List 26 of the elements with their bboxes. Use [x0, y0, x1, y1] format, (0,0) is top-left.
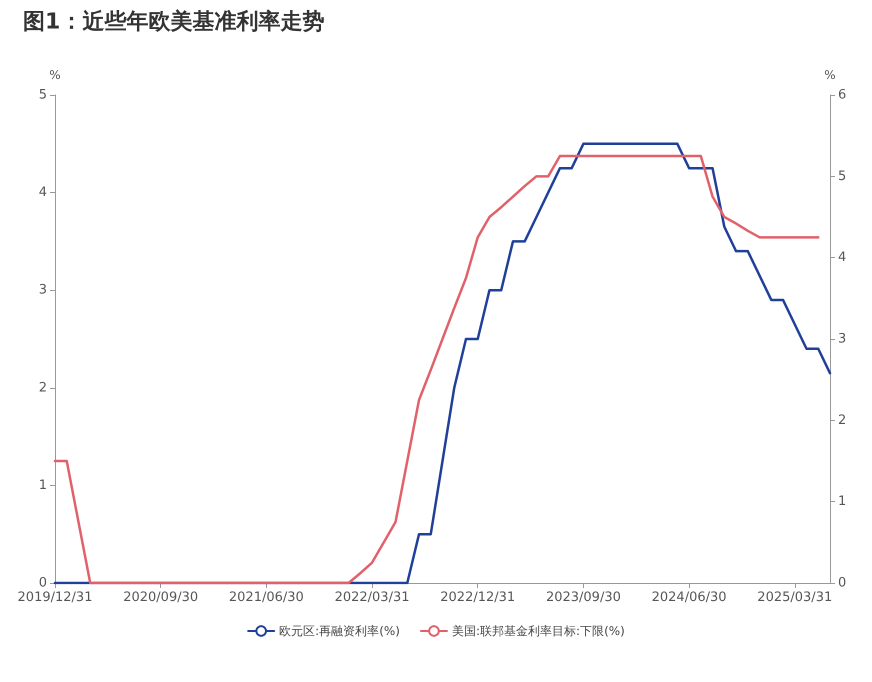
y-tick-label: 1 [38, 478, 47, 493]
x-tick-label: 2020/09/30 [123, 590, 198, 605]
y-axis-title: % [49, 68, 61, 82]
legend-label: 美国:联邦基金利率目标:下限(%) [452, 624, 625, 638]
x-tick-label: 2024/06/30 [652, 590, 727, 605]
y2-tick-label: 0 [838, 576, 846, 590]
x-tick-label: 2022/03/31 [334, 590, 410, 605]
y2-tick-label: 6 [838, 88, 846, 102]
y2-tick-label: 5 [838, 168, 846, 184]
y-tick-label: 3 [38, 282, 47, 298]
y2-tick-label: 2 [838, 412, 846, 428]
x-tick-label: 2021/06/30 [228, 590, 304, 605]
y-tick-label: 0 [38, 576, 47, 590]
legend-label: 欧元区:再融资利率(%) [279, 624, 400, 638]
chart-title: 图1：近些年欧美基准利率走势 [23, 8, 324, 34]
x-tick-label: 2019/12/31 [18, 590, 92, 605]
x-tick-label: 2025/03/31 [757, 590, 832, 605]
y2-tick-label: 3 [838, 332, 846, 346]
y2-axis-title: % [824, 68, 836, 82]
x-tick-label: 2023/09/30 [546, 590, 621, 605]
y-tick-label: 4 [38, 185, 47, 200]
y2-tick-label: 1 [838, 494, 846, 510]
y2-tick-label: 4 [838, 250, 846, 266]
x-tick-label: 2022/12/31 [440, 590, 516, 605]
y-tick-label: 2 [38, 380, 47, 396]
y-tick-label: 5 [38, 88, 47, 102]
